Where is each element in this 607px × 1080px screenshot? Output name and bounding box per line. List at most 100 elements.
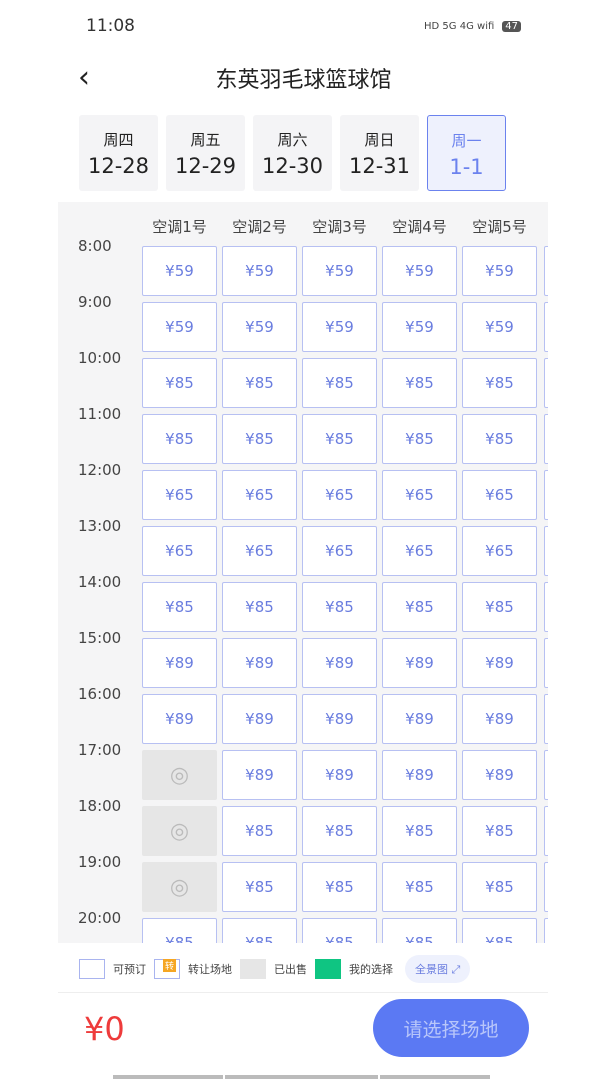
slot-available[interactable]: ¥85 bbox=[302, 582, 377, 632]
time-label: 16:00 bbox=[78, 685, 122, 703]
slot-available[interactable]: ¥85 bbox=[302, 862, 377, 912]
slot-available[interactable]: ¥85 bbox=[382, 806, 457, 856]
slot-available[interactable]: ¥65 bbox=[142, 470, 217, 520]
slot-available[interactable]: ¥89 bbox=[142, 694, 217, 744]
slot-available[interactable]: ¥85 bbox=[142, 582, 217, 632]
slot-partial[interactable] bbox=[544, 470, 548, 520]
slot-available[interactable]: ¥89 bbox=[382, 638, 457, 688]
slot-available[interactable]: ¥85 bbox=[302, 806, 377, 856]
slot-available[interactable]: ¥89 bbox=[382, 694, 457, 744]
slot-available[interactable]: ¥65 bbox=[222, 470, 297, 520]
time-label: 18:00 bbox=[78, 797, 122, 815]
slot-available[interactable]: ¥85 bbox=[222, 806, 297, 856]
slot-partial[interactable] bbox=[544, 246, 548, 296]
slot-available[interactable]: ¥65 bbox=[462, 526, 537, 576]
slot-available[interactable]: ¥89 bbox=[302, 694, 377, 744]
slot-available[interactable]: ¥89 bbox=[142, 638, 217, 688]
slot-available[interactable]: ¥85 bbox=[142, 414, 217, 464]
back-button[interactable]: ‹ bbox=[78, 60, 90, 95]
slot-available[interactable]: ¥85 bbox=[382, 862, 457, 912]
time-label: 12:00 bbox=[78, 461, 122, 479]
slot-partial[interactable] bbox=[544, 750, 548, 800]
slot-available[interactable]: ¥59 bbox=[142, 246, 217, 296]
select-court-button[interactable]: 请选择场地 bbox=[373, 999, 529, 1057]
slot-partial[interactable] bbox=[544, 806, 548, 856]
slot-partial[interactable] bbox=[544, 414, 548, 464]
slot-partial[interactable] bbox=[544, 918, 548, 943]
slot-partial[interactable] bbox=[544, 526, 548, 576]
slot-available[interactable]: ¥59 bbox=[222, 246, 297, 296]
time-label: 8:00 bbox=[78, 237, 112, 255]
slot-available[interactable]: ¥85 bbox=[222, 862, 297, 912]
slot-available[interactable]: ¥85 bbox=[222, 918, 297, 943]
slot-available[interactable]: ¥85 bbox=[302, 918, 377, 943]
slot-available[interactable]: ¥85 bbox=[462, 862, 537, 912]
time-label: 13:00 bbox=[78, 517, 122, 535]
slot-available[interactable]: ¥85 bbox=[142, 918, 217, 943]
slot-available[interactable]: ¥59 bbox=[142, 302, 217, 352]
slot-partial[interactable] bbox=[544, 302, 548, 352]
schedule-grid[interactable]: 空调1号 空调2号 空调3号 空调4号 空调5号 8:00 ¥59 ¥59 ¥59 ¥59 ¥59 9… bbox=[58, 202, 548, 943]
slot-sold: ◎ bbox=[142, 806, 217, 856]
date-tab[interactable]: 周五 12-29 bbox=[166, 115, 245, 191]
slot-partial[interactable] bbox=[544, 582, 548, 632]
time-label: 19:00 bbox=[78, 853, 122, 871]
slot-available[interactable]: ¥65 bbox=[302, 526, 377, 576]
slot-partial[interactable] bbox=[544, 862, 548, 912]
slot-available[interactable]: ¥85 bbox=[382, 582, 457, 632]
slot-available[interactable]: ¥89 bbox=[302, 638, 377, 688]
date-value: 12-31 bbox=[348, 154, 411, 178]
slot-available[interactable]: ¥85 bbox=[462, 918, 537, 943]
slot-available[interactable]: ¥65 bbox=[382, 526, 457, 576]
slot-sold: ◎ bbox=[142, 862, 217, 912]
slot-available[interactable]: ¥85 bbox=[382, 918, 457, 943]
slot-available[interactable]: ¥89 bbox=[462, 638, 537, 688]
legend-available: 可预订 bbox=[113, 963, 146, 976]
slot-available[interactable]: ¥85 bbox=[462, 358, 537, 408]
slot-available[interactable]: ¥59 bbox=[462, 302, 537, 352]
date-tab[interactable]: 周四 12-28 bbox=[79, 115, 158, 191]
slot-available[interactable]: ¥65 bbox=[222, 526, 297, 576]
panorama-button[interactable]: 全景图 ⤢ bbox=[405, 955, 471, 983]
date-tab[interactable]: 周一 1-1 bbox=[427, 115, 506, 191]
slot-available[interactable]: ¥65 bbox=[462, 470, 537, 520]
slot-available[interactable]: ¥85 bbox=[302, 414, 377, 464]
slot-available[interactable]: ¥85 bbox=[222, 414, 297, 464]
slot-partial[interactable] bbox=[544, 358, 548, 408]
slot-available[interactable]: ¥59 bbox=[222, 302, 297, 352]
slot-available[interactable]: ¥65 bbox=[142, 526, 217, 576]
slot-available[interactable]: ¥59 bbox=[302, 302, 377, 352]
slot-partial[interactable] bbox=[544, 638, 548, 688]
date-weekday: 周四 bbox=[103, 131, 134, 149]
slot-available[interactable]: ¥59 bbox=[382, 246, 457, 296]
date-tab[interactable]: 周日 12-31 bbox=[340, 115, 419, 191]
slot-available[interactable]: ¥59 bbox=[302, 246, 377, 296]
slot-available[interactable]: ¥65 bbox=[382, 470, 457, 520]
slot-available[interactable]: ¥85 bbox=[462, 414, 537, 464]
slot-available[interactable]: ¥85 bbox=[302, 358, 377, 408]
legend-mine-swatch bbox=[315, 959, 341, 979]
time-label: 17:00 bbox=[78, 741, 122, 759]
slot-available[interactable]: ¥65 bbox=[302, 470, 377, 520]
slot-available[interactable]: ¥89 bbox=[302, 750, 377, 800]
slot-available[interactable]: ¥85 bbox=[222, 358, 297, 408]
slot-available[interactable]: ¥85 bbox=[462, 582, 537, 632]
slot-available[interactable]: ¥89 bbox=[222, 694, 297, 744]
time-label: 20:00 bbox=[78, 909, 122, 927]
slot-available[interactable]: ¥89 bbox=[462, 750, 537, 800]
slot-available[interactable]: ¥85 bbox=[222, 582, 297, 632]
slot-available[interactable]: ¥85 bbox=[382, 414, 457, 464]
slot-available[interactable]: ¥59 bbox=[462, 246, 537, 296]
slot-available[interactable]: ¥85 bbox=[142, 358, 217, 408]
slot-available[interactable]: ¥89 bbox=[462, 694, 537, 744]
status-bar: 11:08 HD 5G 4G wifi 47 bbox=[86, 14, 521, 38]
slot-available[interactable]: ¥89 bbox=[222, 638, 297, 688]
slot-available[interactable]: ¥59 bbox=[382, 302, 457, 352]
slot-available[interactable]: ¥85 bbox=[462, 806, 537, 856]
date-tab[interactable]: 周六 12-30 bbox=[253, 115, 332, 191]
slot-available[interactable]: ¥89 bbox=[222, 750, 297, 800]
legend-available-swatch bbox=[79, 959, 105, 979]
slot-available[interactable]: ¥85 bbox=[382, 358, 457, 408]
slot-available[interactable]: ¥89 bbox=[382, 750, 457, 800]
slot-partial[interactable] bbox=[544, 694, 548, 744]
